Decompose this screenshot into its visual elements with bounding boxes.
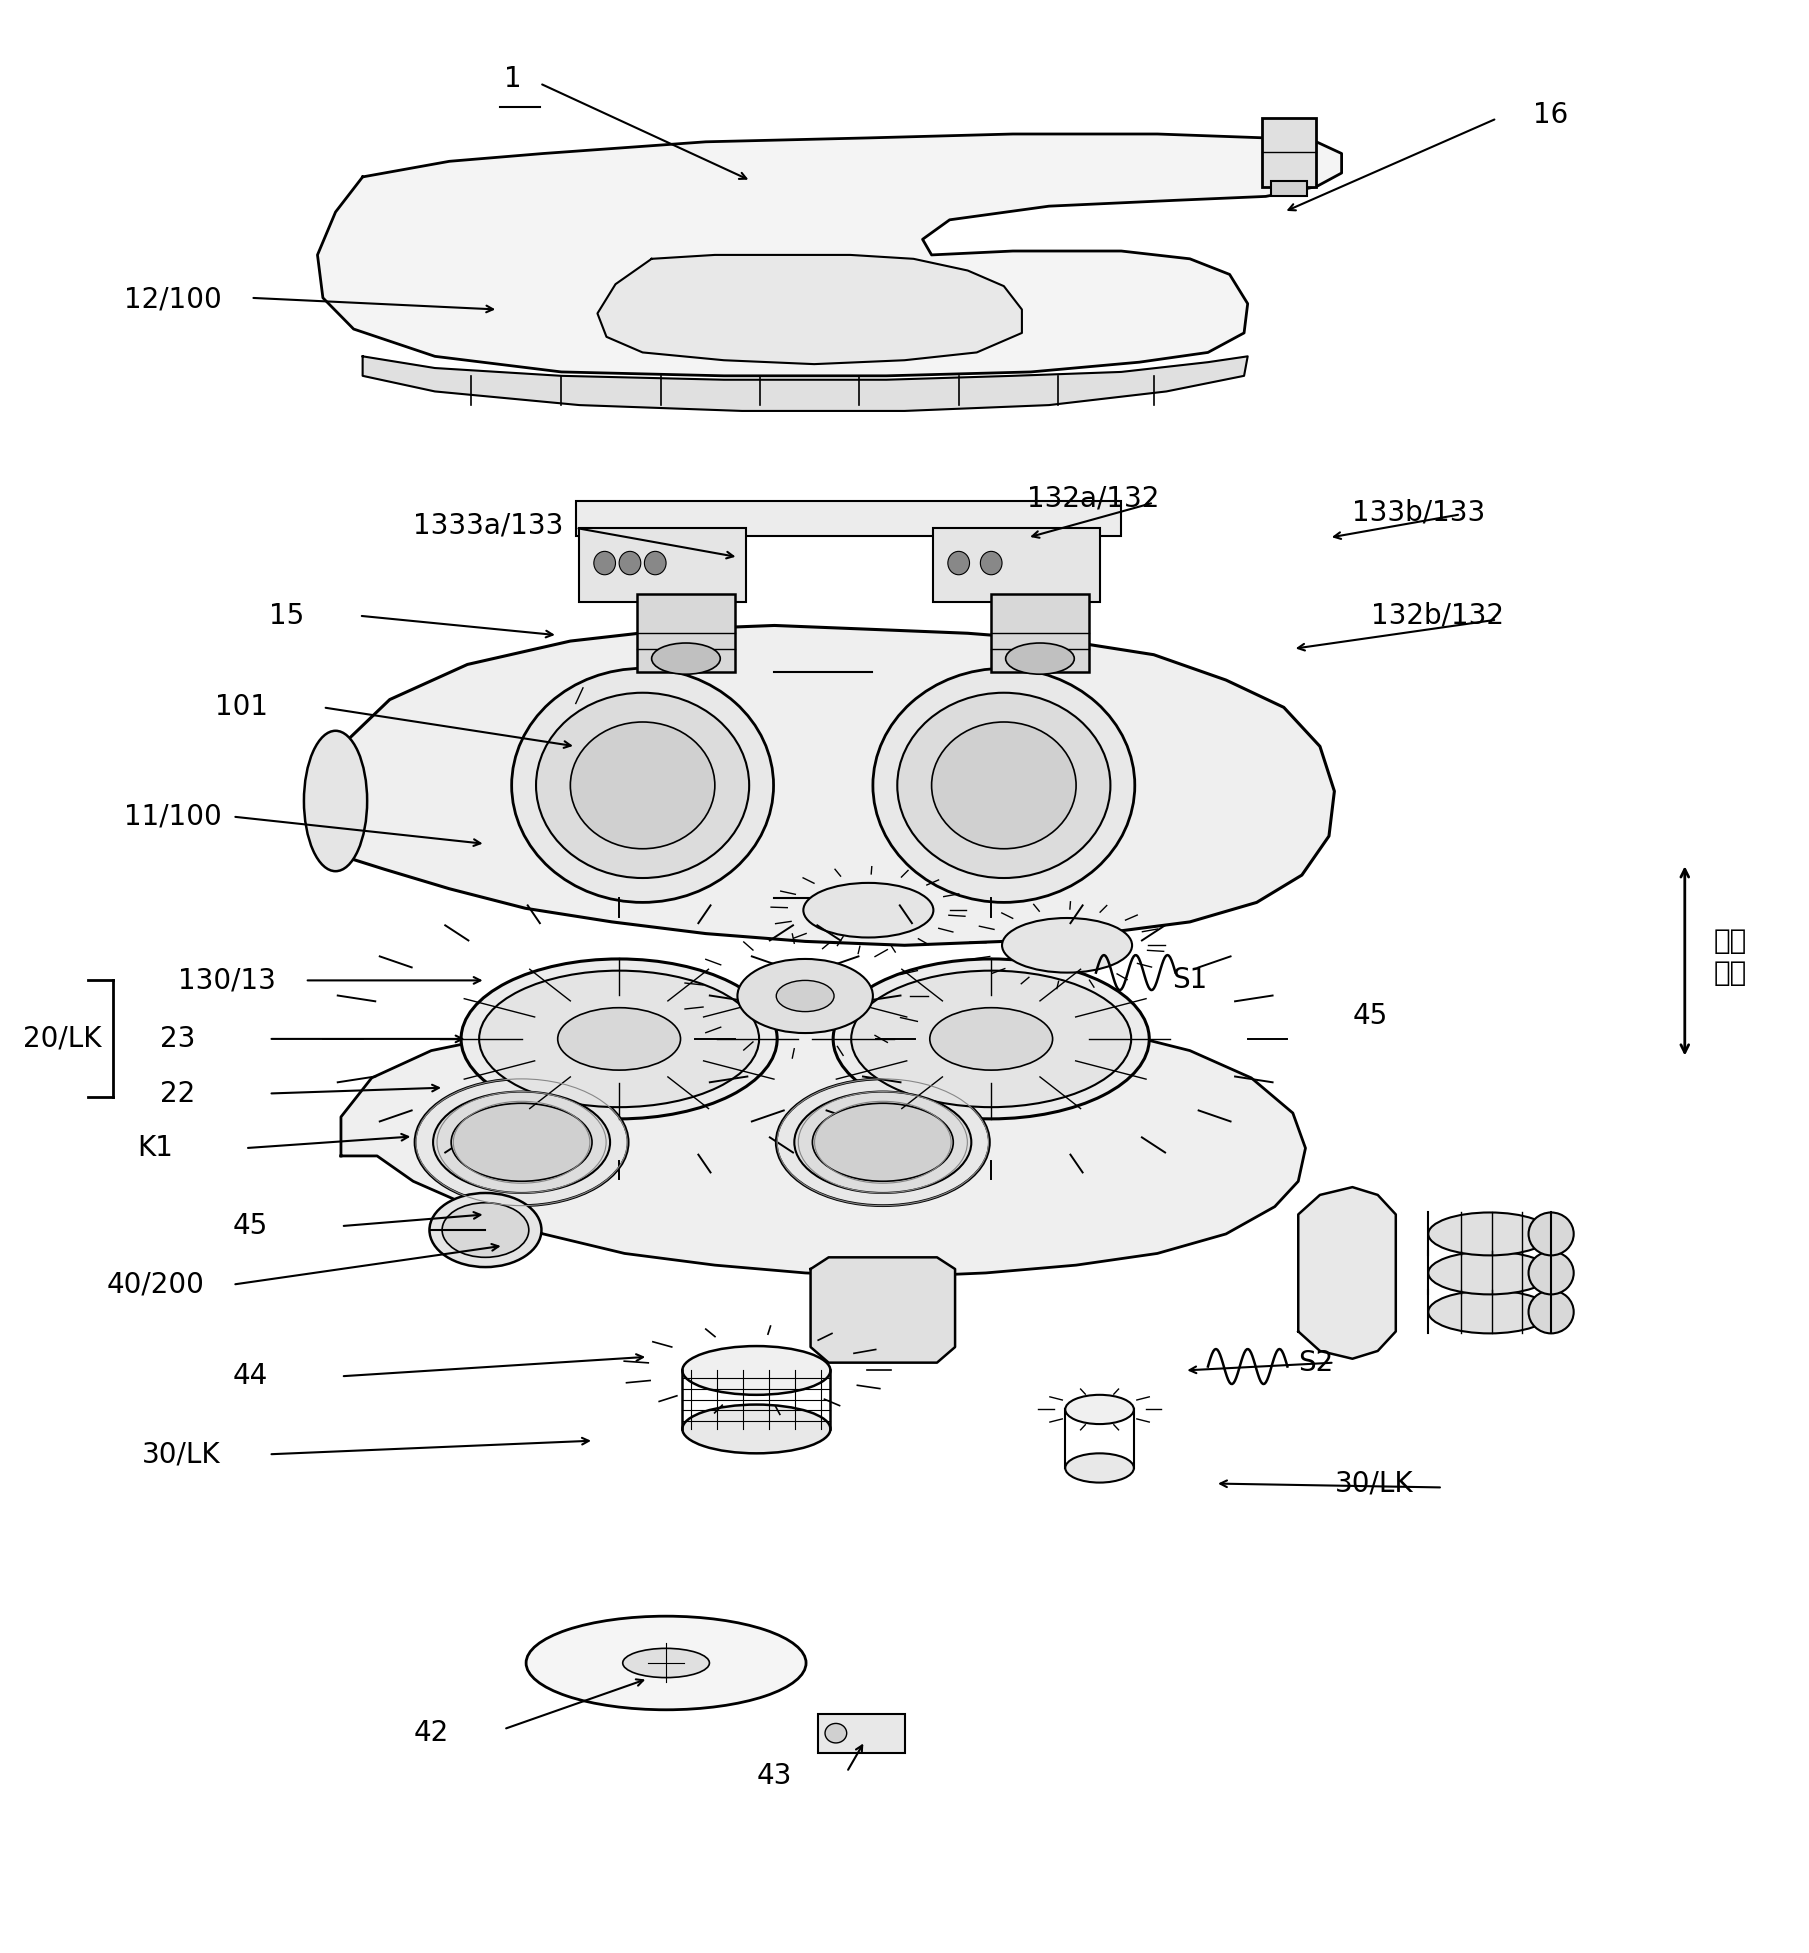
Text: 20/LK: 20/LK (24, 1025, 101, 1053)
Polygon shape (597, 256, 1022, 363)
Ellipse shape (834, 959, 1149, 1119)
Ellipse shape (738, 959, 874, 1033)
Ellipse shape (1066, 1453, 1134, 1482)
Polygon shape (340, 1016, 1306, 1277)
Text: 11/100: 11/100 (125, 803, 223, 830)
Ellipse shape (812, 1103, 953, 1182)
Polygon shape (317, 135, 1342, 375)
FancyBboxPatch shape (637, 594, 734, 672)
Circle shape (593, 551, 615, 574)
Ellipse shape (897, 693, 1111, 879)
Ellipse shape (557, 1008, 680, 1070)
Ellipse shape (776, 980, 834, 1012)
Text: 30/LK: 30/LK (143, 1439, 221, 1469)
Ellipse shape (1429, 1291, 1550, 1334)
Ellipse shape (304, 730, 367, 871)
Text: 130/13: 130/13 (179, 967, 277, 994)
Text: 44: 44 (233, 1363, 268, 1391)
Text: 23: 23 (161, 1025, 195, 1053)
Ellipse shape (1002, 918, 1132, 973)
Ellipse shape (825, 1723, 847, 1742)
FancyBboxPatch shape (1263, 119, 1317, 187)
FancyBboxPatch shape (933, 527, 1100, 602)
Text: 1333a/133: 1333a/133 (412, 512, 564, 539)
Circle shape (619, 551, 640, 574)
Ellipse shape (441, 1203, 528, 1258)
Text: 42: 42 (412, 1719, 449, 1748)
FancyBboxPatch shape (818, 1713, 904, 1752)
FancyBboxPatch shape (991, 594, 1089, 672)
Text: K1: K1 (137, 1135, 172, 1162)
Ellipse shape (479, 971, 760, 1107)
Text: 高度
方向: 高度 方向 (1713, 928, 1747, 986)
Ellipse shape (1529, 1252, 1574, 1295)
Text: 22: 22 (161, 1080, 195, 1107)
Ellipse shape (622, 1648, 709, 1678)
Text: 40/200: 40/200 (107, 1271, 204, 1299)
Ellipse shape (776, 1078, 990, 1205)
Text: S1: S1 (1172, 967, 1207, 994)
Ellipse shape (1529, 1291, 1574, 1334)
Ellipse shape (429, 1193, 541, 1267)
Text: 133b/133: 133b/133 (1353, 498, 1485, 527)
Ellipse shape (651, 643, 720, 674)
Ellipse shape (1066, 1394, 1134, 1424)
Circle shape (948, 551, 970, 574)
Text: 1: 1 (503, 64, 521, 94)
Text: 45: 45 (233, 1213, 268, 1240)
Ellipse shape (930, 1008, 1053, 1070)
Text: 132b/132: 132b/132 (1371, 602, 1503, 629)
Ellipse shape (852, 971, 1131, 1107)
Ellipse shape (1429, 1213, 1550, 1256)
Ellipse shape (1529, 1213, 1574, 1256)
Text: 43: 43 (756, 1762, 792, 1791)
Text: 12/100: 12/100 (125, 285, 223, 314)
Ellipse shape (794, 1092, 971, 1193)
Polygon shape (317, 625, 1335, 945)
Text: 30/LK: 30/LK (1335, 1469, 1413, 1498)
Text: 15: 15 (270, 602, 304, 629)
Polygon shape (810, 1258, 955, 1363)
Ellipse shape (874, 668, 1134, 902)
FancyBboxPatch shape (1272, 182, 1308, 197)
Ellipse shape (932, 723, 1076, 850)
Ellipse shape (803, 883, 933, 937)
Text: S2: S2 (1299, 1350, 1333, 1377)
Ellipse shape (512, 668, 774, 902)
Ellipse shape (1429, 1252, 1550, 1295)
Ellipse shape (450, 1103, 592, 1182)
Ellipse shape (1006, 643, 1075, 674)
Text: 16: 16 (1532, 100, 1568, 129)
Ellipse shape (570, 723, 715, 850)
Ellipse shape (682, 1404, 830, 1453)
Ellipse shape (461, 959, 778, 1119)
FancyBboxPatch shape (579, 527, 745, 602)
Polygon shape (1299, 1187, 1397, 1359)
FancyBboxPatch shape (575, 500, 1122, 535)
Text: 101: 101 (215, 693, 268, 721)
Polygon shape (362, 355, 1248, 410)
Text: 132a/132: 132a/132 (1028, 484, 1160, 514)
Ellipse shape (526, 1617, 807, 1709)
Ellipse shape (432, 1092, 610, 1193)
Ellipse shape (414, 1078, 628, 1205)
Text: 45: 45 (1353, 1002, 1388, 1029)
Circle shape (980, 551, 1002, 574)
Circle shape (644, 551, 666, 574)
Ellipse shape (682, 1346, 830, 1394)
Ellipse shape (535, 693, 749, 879)
